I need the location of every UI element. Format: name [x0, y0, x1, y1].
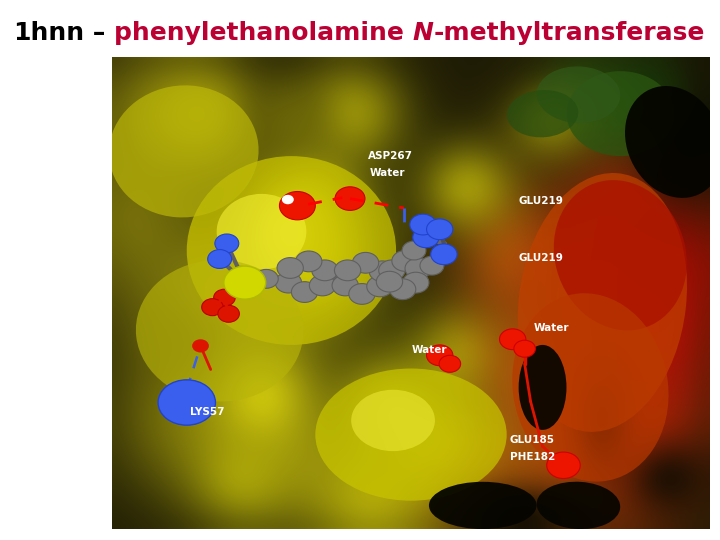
Ellipse shape [136, 260, 303, 402]
Circle shape [275, 272, 302, 293]
Circle shape [214, 289, 235, 306]
Circle shape [420, 256, 444, 275]
Ellipse shape [554, 180, 687, 330]
Text: N: N [413, 21, 433, 44]
Circle shape [279, 192, 315, 220]
Circle shape [292, 282, 318, 302]
Circle shape [352, 252, 379, 273]
Circle shape [282, 195, 294, 204]
Circle shape [514, 340, 536, 357]
Text: GLU219: GLU219 [518, 196, 564, 206]
Circle shape [192, 339, 209, 353]
Circle shape [377, 271, 402, 292]
Circle shape [218, 305, 239, 322]
Circle shape [366, 276, 393, 297]
Circle shape [426, 345, 453, 366]
Text: –: – [84, 21, 114, 44]
Circle shape [158, 380, 215, 425]
Circle shape [310, 275, 336, 296]
Circle shape [224, 266, 266, 299]
Text: Water: Water [534, 323, 569, 333]
Text: Water: Water [369, 167, 405, 178]
Circle shape [402, 241, 426, 260]
Circle shape [410, 214, 436, 235]
Circle shape [277, 258, 303, 278]
Ellipse shape [536, 66, 620, 123]
Circle shape [500, 329, 526, 349]
Circle shape [392, 251, 418, 271]
Circle shape [335, 260, 361, 281]
Ellipse shape [567, 71, 674, 156]
Circle shape [390, 279, 415, 300]
Text: GLU219: GLU219 [518, 253, 564, 262]
Circle shape [332, 275, 359, 296]
Text: 1hnn: 1hnn [13, 21, 84, 44]
Ellipse shape [217, 194, 306, 269]
Text: ASP267: ASP267 [368, 151, 413, 161]
Circle shape [426, 219, 453, 240]
Circle shape [439, 355, 461, 372]
Ellipse shape [315, 368, 507, 501]
Text: -methyltransferase: -methyltransferase [433, 21, 705, 44]
Ellipse shape [536, 482, 620, 529]
Ellipse shape [625, 86, 720, 198]
Text: PHE182: PHE182 [510, 452, 555, 462]
Text: phenylethanolamine: phenylethanolamine [114, 21, 413, 44]
Circle shape [254, 269, 278, 288]
Ellipse shape [429, 482, 536, 529]
Circle shape [402, 272, 429, 293]
Text: Water: Water [411, 345, 446, 355]
Circle shape [405, 258, 431, 279]
Text: GLU185: GLU185 [510, 435, 554, 445]
Circle shape [215, 234, 239, 253]
Text: LYS57: LYS57 [190, 407, 224, 417]
Circle shape [546, 452, 580, 478]
Circle shape [413, 227, 439, 248]
Ellipse shape [518, 173, 687, 432]
Circle shape [369, 261, 395, 282]
Circle shape [296, 251, 322, 272]
Ellipse shape [512, 293, 669, 482]
Circle shape [202, 299, 223, 316]
Circle shape [379, 260, 405, 281]
Circle shape [431, 244, 457, 265]
Ellipse shape [186, 156, 396, 345]
Ellipse shape [507, 90, 578, 137]
Circle shape [348, 284, 375, 305]
Circle shape [335, 187, 365, 211]
Circle shape [312, 260, 338, 281]
Ellipse shape [518, 345, 567, 430]
Ellipse shape [351, 390, 435, 451]
Ellipse shape [109, 85, 258, 218]
Circle shape [207, 249, 232, 268]
